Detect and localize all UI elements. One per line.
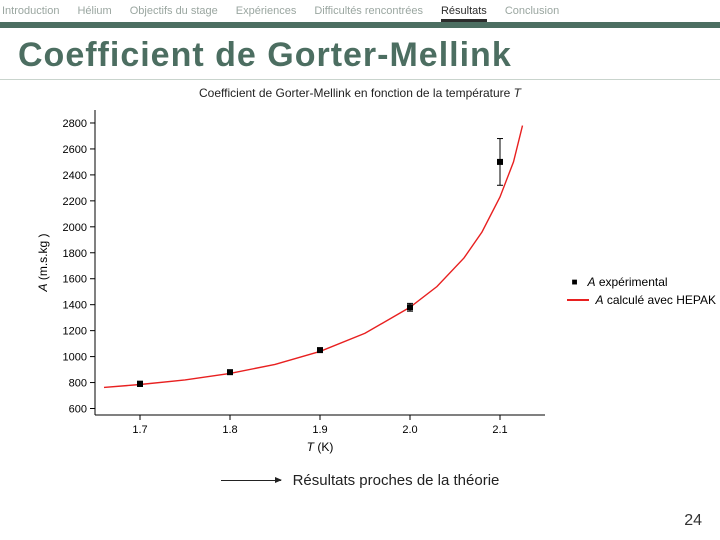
nav-tab-résultats[interactable]: Résultats: [441, 5, 487, 22]
svg-text:800: 800: [69, 378, 87, 390]
svg-text:1400: 1400: [63, 300, 87, 312]
svg-text:2000: 2000: [63, 222, 87, 234]
page-title: Coefficient de Gorter-Mellink: [0, 30, 720, 80]
svg-text:600: 600: [69, 404, 87, 416]
arrow-icon: [221, 480, 281, 481]
legend-exp-label: A expérimental: [587, 275, 667, 289]
nav-tab-expériences[interactable]: Expériences: [236, 5, 297, 17]
legend-experimental: ■ A expérimental: [567, 275, 716, 289]
nav-tab-introduction[interactable]: Introduction: [2, 5, 59, 17]
subtitle-var: T: [514, 86, 521, 100]
conclusion-text: Résultats proches de la théorie: [293, 472, 500, 489]
svg-text:1.8: 1.8: [222, 424, 237, 436]
page-number: 24: [684, 512, 702, 530]
svg-text:1000: 1000: [63, 352, 87, 364]
nav-tab-hélium[interactable]: Hélium: [77, 5, 111, 17]
svg-text:T (K): T (K): [307, 440, 334, 454]
svg-text:2600: 2600: [63, 144, 87, 156]
gorter-mellink-chart: 1.7 1.8 1.9 2.0 2.1 600 800 1000 1200 1400 1600 180…: [0, 100, 580, 460]
line-marker-icon: [567, 299, 589, 301]
svg-text:2800: 2800: [63, 118, 87, 130]
svg-text:2.0: 2.0: [402, 424, 417, 436]
svg-text:2200: 2200: [63, 196, 87, 208]
chart-subtitle: Coefficient de Gorter-Mellink en fonctio…: [0, 86, 720, 100]
conclusion-line: Résultats proches de la théorie: [0, 472, 720, 489]
nav-tab-objectifs-du-stage[interactable]: Objectifs du stage: [130, 5, 218, 17]
nav-tab-conclusion[interactable]: Conclusion: [505, 5, 559, 17]
svg-text:1.7: 1.7: [132, 424, 147, 436]
svg-text:2.1: 2.1: [492, 424, 507, 436]
chart-legend: ■ A expérimental A calculé avec HEPAK: [567, 275, 716, 311]
chart-container: 1.7 1.8 1.9 2.0 2.1 600 800 1000 1200 1400 1600 180…: [0, 100, 720, 470]
nav-tab-difficultés-rencontrées[interactable]: Difficultés rencontrées: [314, 5, 423, 17]
svg-text:2400: 2400: [63, 170, 87, 182]
legend-calculated: A calculé avec HEPAK: [567, 293, 716, 307]
svg-text:1800: 1800: [63, 248, 87, 260]
svg-text:1.9: 1.9: [312, 424, 327, 436]
svg-text:1200: 1200: [63, 326, 87, 338]
subtitle-text: Coefficient de Gorter-Mellink en fonctio…: [199, 86, 514, 100]
svg-text:A (m.s.kg ): A (m.s.kg ): [36, 233, 50, 292]
legend-calc-label: A calculé avec HEPAK: [595, 293, 716, 307]
nav-tabs: Introduction Hélium Objectifs du stage Expé…: [0, 0, 720, 28]
svg-text:1600: 1600: [63, 274, 87, 286]
square-marker-icon: ■: [567, 275, 581, 289]
